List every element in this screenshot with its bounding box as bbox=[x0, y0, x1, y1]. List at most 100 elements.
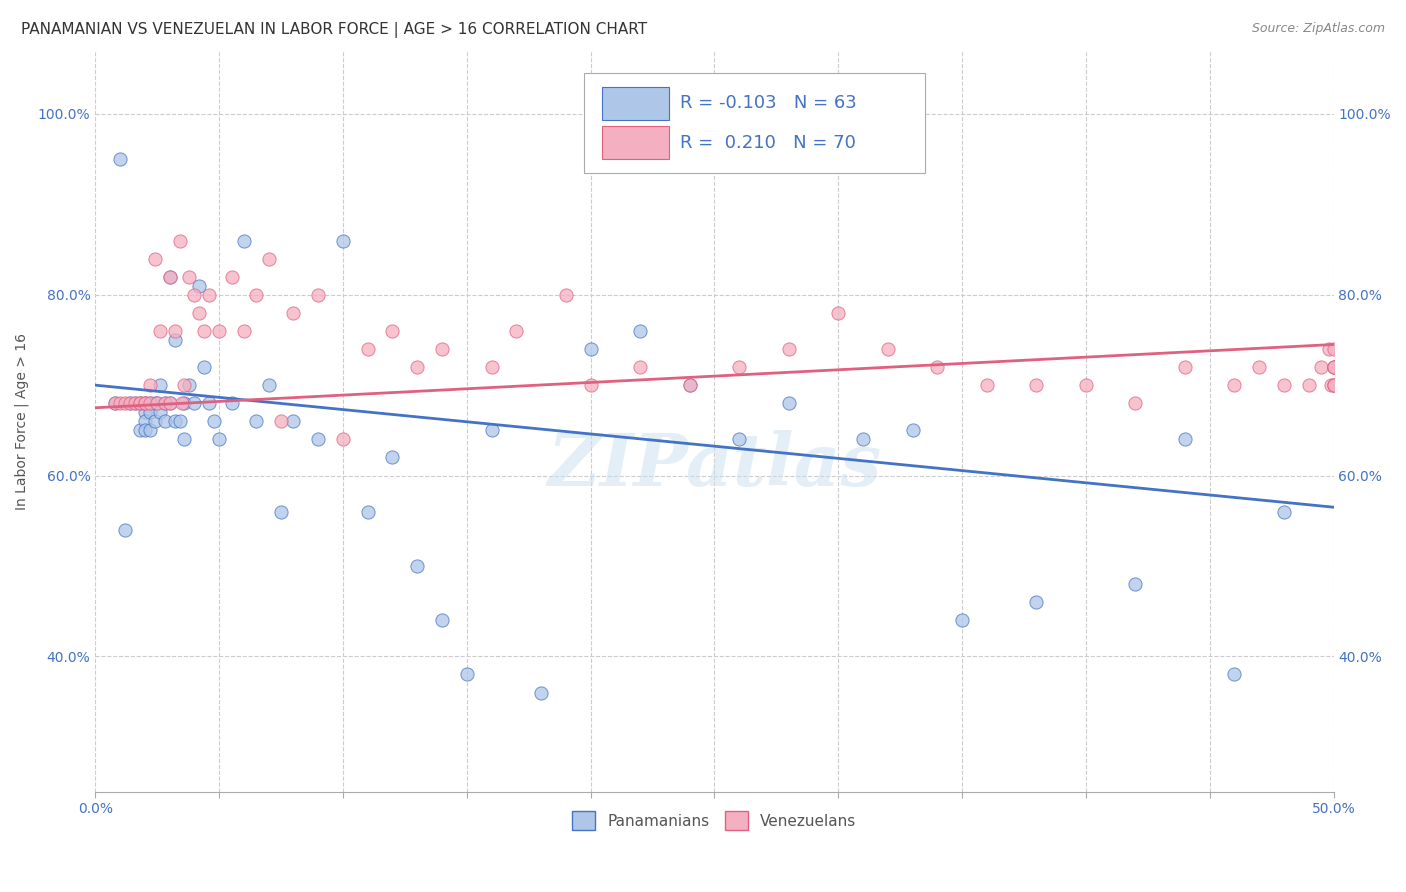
Point bbox=[188, 306, 211, 320]
FancyBboxPatch shape bbox=[602, 127, 669, 159]
Point bbox=[876, 342, 898, 356]
Point bbox=[159, 396, 181, 410]
Point bbox=[1322, 360, 1344, 375]
Point bbox=[1298, 378, 1320, 392]
Point bbox=[124, 396, 146, 410]
Point bbox=[193, 324, 215, 338]
Text: Source: ZipAtlas.com: Source: ZipAtlas.com bbox=[1251, 22, 1385, 36]
Point bbox=[1322, 360, 1344, 375]
Point bbox=[245, 414, 267, 428]
Point bbox=[1322, 378, 1344, 392]
Y-axis label: In Labor Force | Age > 16: In Labor Force | Age > 16 bbox=[15, 333, 30, 510]
Point bbox=[270, 505, 292, 519]
Point bbox=[146, 396, 169, 410]
Point bbox=[1174, 433, 1197, 447]
Point bbox=[1272, 505, 1295, 519]
Point bbox=[139, 396, 162, 410]
Point bbox=[163, 324, 186, 338]
Point bbox=[118, 396, 141, 410]
Point bbox=[901, 423, 924, 437]
Point bbox=[221, 396, 243, 410]
Point bbox=[778, 342, 800, 356]
Legend: Panamanians, Venezuelans: Panamanians, Venezuelans bbox=[567, 805, 862, 836]
Point bbox=[332, 234, 354, 248]
Point bbox=[976, 378, 998, 392]
Point bbox=[163, 333, 186, 347]
Point bbox=[139, 423, 162, 437]
Point bbox=[307, 287, 329, 301]
Point bbox=[579, 342, 602, 356]
Point bbox=[170, 396, 193, 410]
Point bbox=[193, 360, 215, 375]
Point bbox=[153, 414, 176, 428]
Point bbox=[283, 306, 305, 320]
Point bbox=[153, 396, 176, 410]
Point bbox=[139, 396, 162, 410]
Point bbox=[232, 234, 254, 248]
Point bbox=[118, 396, 141, 410]
Point bbox=[134, 396, 156, 410]
Point bbox=[173, 378, 195, 392]
Point bbox=[159, 269, 181, 284]
Point bbox=[143, 396, 166, 410]
Point bbox=[128, 423, 150, 437]
Point bbox=[221, 269, 243, 284]
Point bbox=[163, 414, 186, 428]
Point bbox=[505, 324, 527, 338]
Point bbox=[149, 378, 172, 392]
Point bbox=[679, 378, 702, 392]
Point bbox=[728, 360, 751, 375]
Point bbox=[1223, 667, 1246, 681]
Point bbox=[1223, 378, 1246, 392]
Point bbox=[128, 396, 150, 410]
Point bbox=[481, 360, 503, 375]
Point bbox=[406, 558, 429, 573]
Point bbox=[257, 252, 280, 266]
Point bbox=[628, 324, 651, 338]
Point bbox=[270, 414, 292, 428]
Point bbox=[381, 324, 404, 338]
Point bbox=[146, 396, 169, 410]
Point bbox=[1322, 378, 1344, 392]
Point bbox=[852, 433, 875, 447]
Point bbox=[1125, 577, 1147, 591]
Point bbox=[188, 278, 211, 293]
Point bbox=[153, 396, 176, 410]
Point bbox=[134, 396, 156, 410]
Point bbox=[149, 405, 172, 419]
Point bbox=[173, 396, 195, 410]
Point bbox=[927, 360, 949, 375]
Point bbox=[1272, 378, 1295, 392]
Point bbox=[257, 378, 280, 392]
Point bbox=[679, 378, 702, 392]
Point bbox=[159, 396, 181, 410]
Point bbox=[114, 396, 136, 410]
Point bbox=[430, 342, 453, 356]
Text: PANAMANIAN VS VENEZUELAN IN LABOR FORCE | AGE > 16 CORRELATION CHART: PANAMANIAN VS VENEZUELAN IN LABOR FORCE … bbox=[21, 22, 647, 38]
Point bbox=[232, 324, 254, 338]
Point bbox=[149, 324, 172, 338]
Point bbox=[1317, 342, 1340, 356]
Point bbox=[1025, 595, 1047, 609]
Text: R =  0.210   N = 70: R = 0.210 N = 70 bbox=[679, 134, 856, 152]
Point bbox=[173, 433, 195, 447]
Point bbox=[198, 396, 221, 410]
Point bbox=[357, 342, 380, 356]
Point bbox=[104, 396, 127, 410]
Point bbox=[134, 396, 156, 410]
Point bbox=[208, 324, 231, 338]
Point bbox=[134, 405, 156, 419]
Point bbox=[430, 613, 453, 627]
Point bbox=[124, 396, 146, 410]
FancyBboxPatch shape bbox=[602, 87, 669, 120]
Point bbox=[183, 287, 205, 301]
FancyBboxPatch shape bbox=[585, 73, 925, 173]
Point bbox=[202, 414, 225, 428]
Point bbox=[179, 378, 201, 392]
Point bbox=[1322, 360, 1344, 375]
Point bbox=[134, 414, 156, 428]
Point bbox=[406, 360, 429, 375]
Point bbox=[159, 269, 181, 284]
Point bbox=[128, 396, 150, 410]
Point bbox=[530, 685, 553, 699]
